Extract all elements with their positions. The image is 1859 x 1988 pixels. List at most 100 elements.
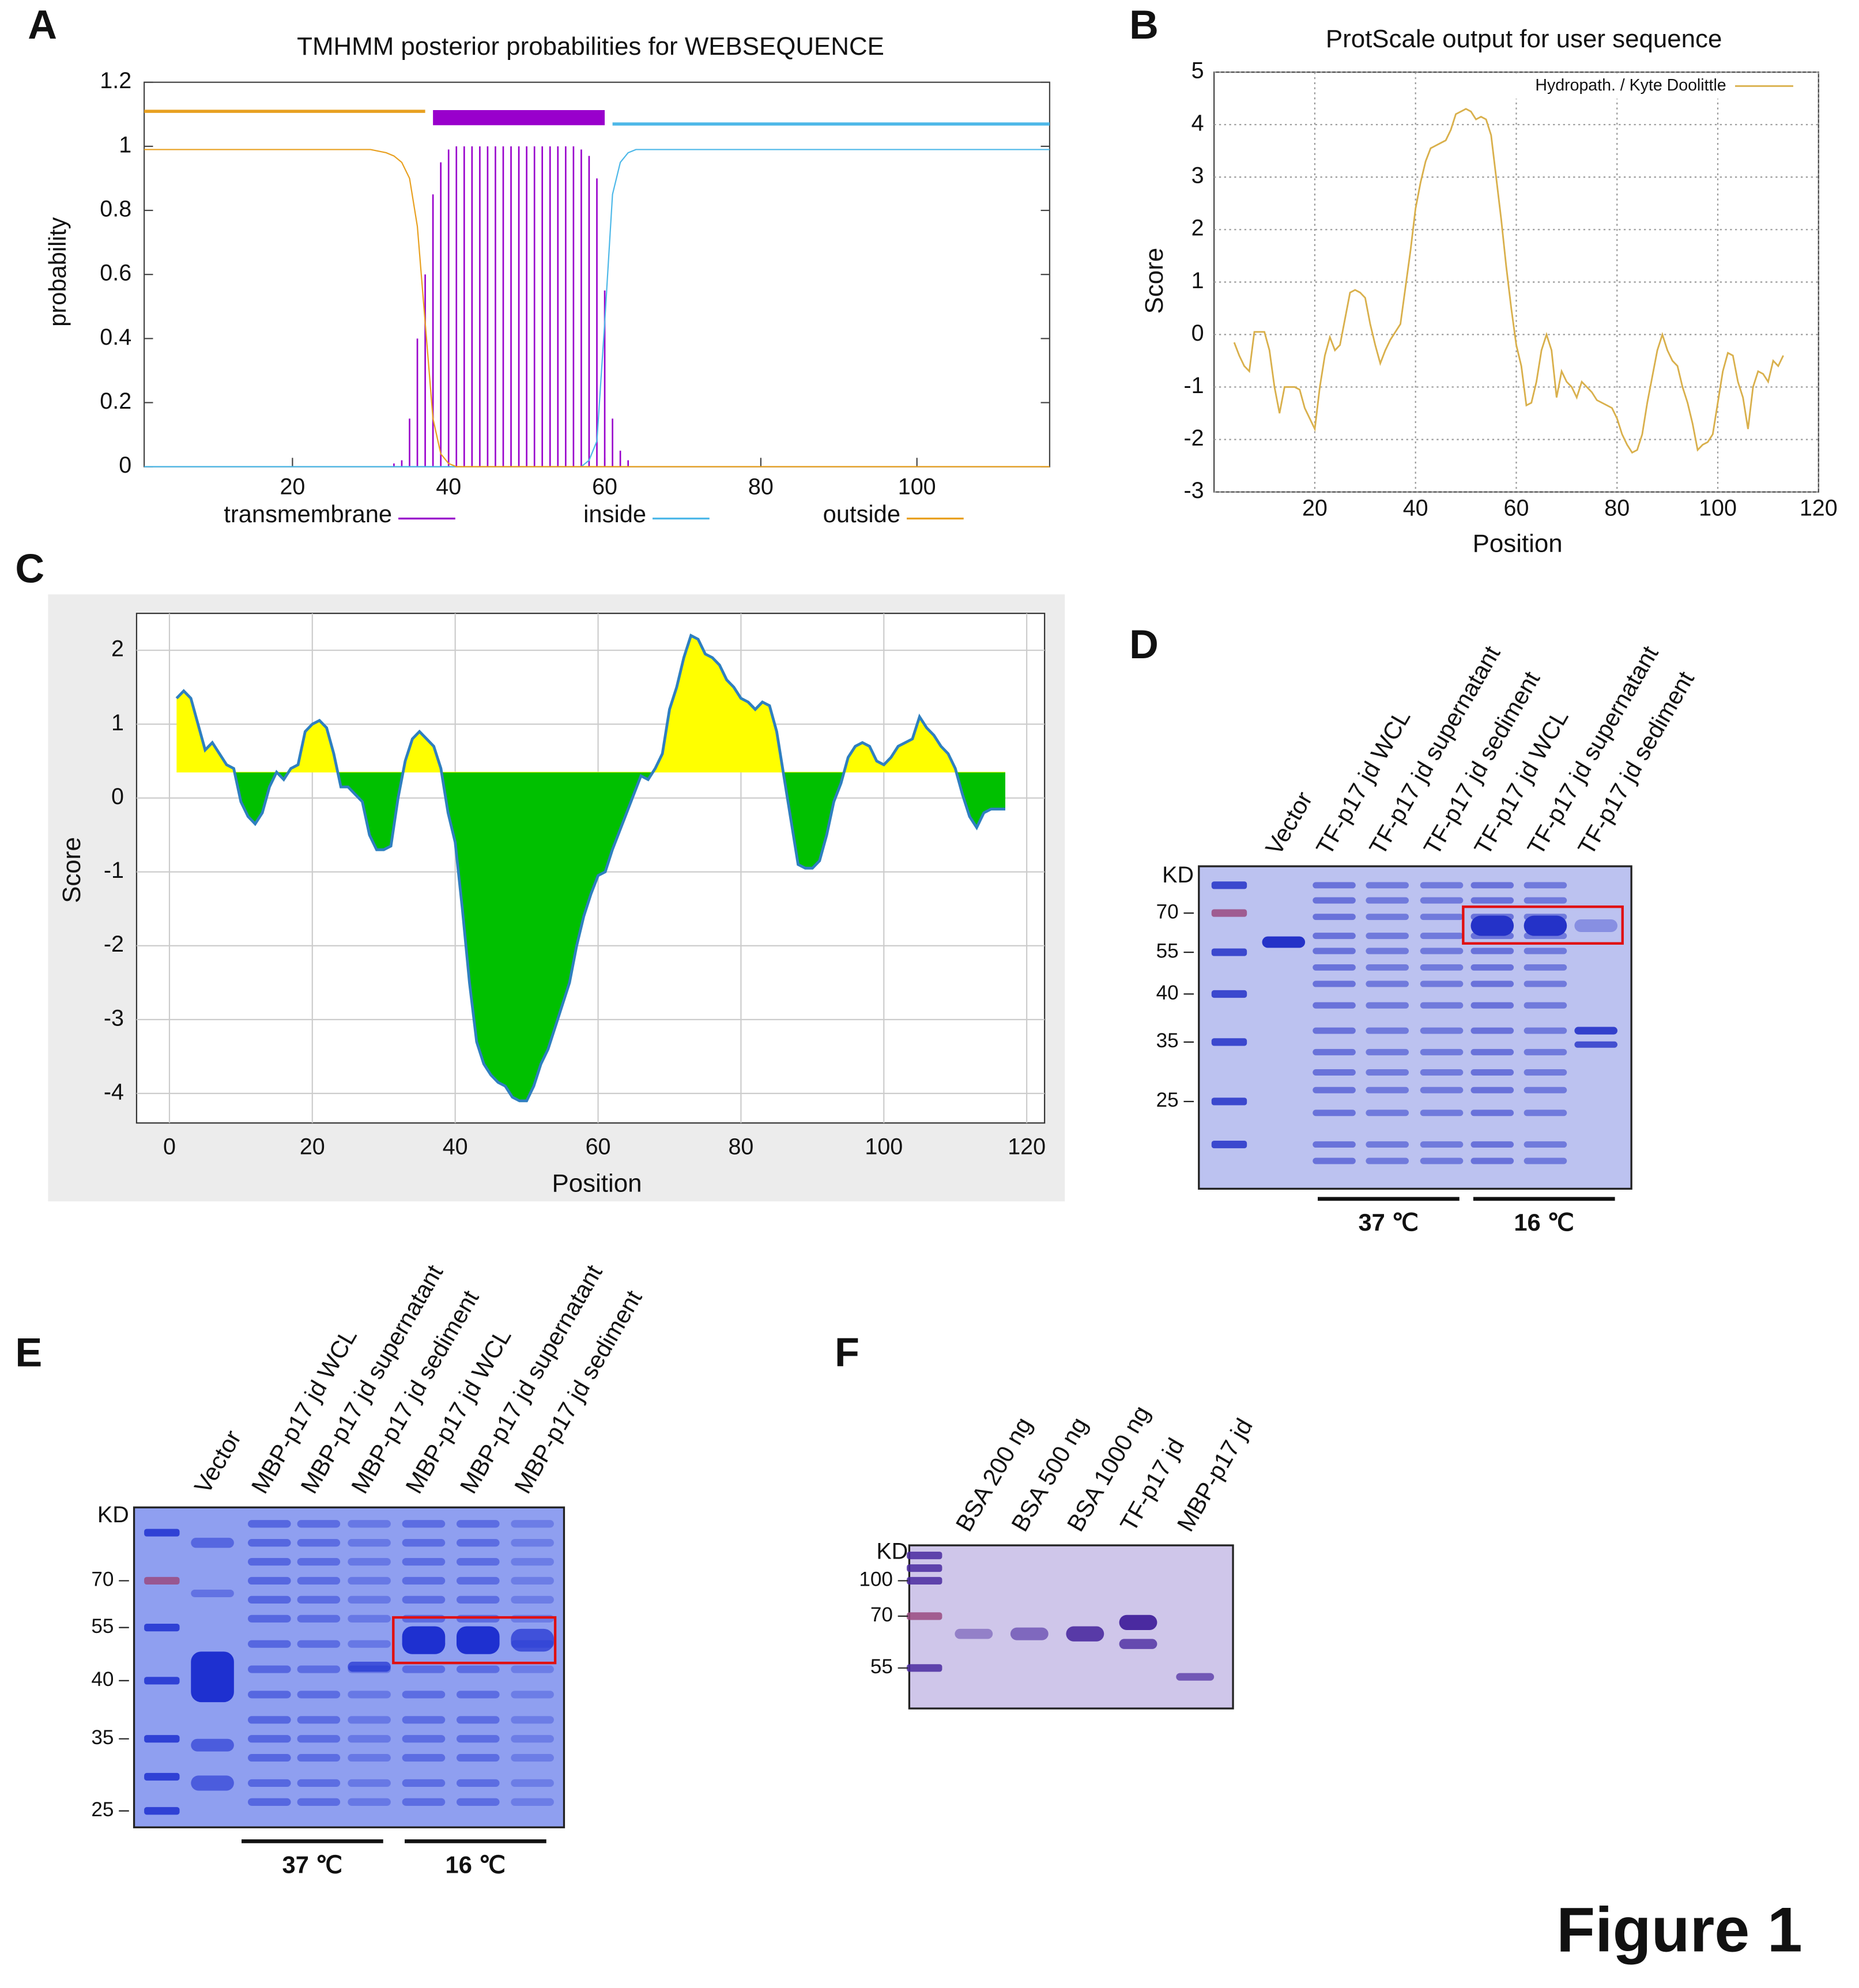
gel-band <box>248 1576 291 1585</box>
gel-band <box>248 1640 291 1648</box>
gel-band <box>511 1779 554 1787</box>
marker-band <box>1211 1140 1247 1149</box>
y-tick-label: 0.8 <box>100 196 131 221</box>
gel-band <box>402 1779 446 1787</box>
y-tick-label: 1.2 <box>100 68 131 93</box>
gel-band <box>1420 1069 1464 1076</box>
gel-band <box>1366 933 1409 940</box>
gel-band <box>456 1798 500 1806</box>
gel-band <box>1470 980 1514 987</box>
panel-label: E <box>15 1329 42 1375</box>
gel-band <box>1313 948 1356 955</box>
gel-band <box>1262 936 1306 948</box>
gel-band <box>1524 897 1567 904</box>
y-tick-label: 0.4 <box>100 325 131 350</box>
gel-band <box>191 1537 234 1548</box>
gel-band <box>248 1520 291 1528</box>
gel-band <box>1420 1110 1464 1116</box>
gel-image <box>1198 865 1632 1190</box>
gel-band <box>1524 1110 1567 1116</box>
marker-label: 70 <box>1156 900 1179 923</box>
highlight-box <box>1462 905 1624 945</box>
gel-unit: KD <box>876 1539 908 1564</box>
x-tick-label: 20 <box>280 474 305 499</box>
gel-band <box>297 1716 341 1724</box>
gel-band <box>1470 948 1514 955</box>
gel-band <box>1524 1048 1567 1055</box>
gel-band <box>348 1661 391 1672</box>
gel-band <box>297 1665 341 1673</box>
gel-band <box>297 1640 341 1648</box>
probability-line <box>144 149 1050 467</box>
gel-band <box>248 1716 291 1724</box>
gel-band <box>348 1754 391 1762</box>
gel-band <box>191 1775 234 1791</box>
gel-band <box>297 1557 341 1566</box>
gel-band <box>511 1539 554 1547</box>
marker-band <box>907 1552 942 1560</box>
x-tick-label: 40 <box>443 1134 468 1160</box>
x-tick-label: 80 <box>728 1134 753 1160</box>
y-tick-label: 0 <box>1191 320 1204 346</box>
marker-label: 55 <box>91 1615 114 1638</box>
gel-band <box>402 1716 446 1724</box>
highlight-box <box>392 1616 557 1665</box>
y-tick-label: 0 <box>119 452 131 478</box>
gel-band <box>348 1779 391 1787</box>
x-tick-label: 20 <box>1302 496 1328 521</box>
gel-band <box>248 1779 291 1787</box>
gel-band <box>1420 948 1464 955</box>
gel-band <box>402 1539 446 1547</box>
gel-band <box>1366 914 1409 921</box>
gel-band <box>248 1614 291 1623</box>
gel-band <box>348 1691 391 1699</box>
x-tick-label: 100 <box>865 1134 903 1160</box>
x-tick-label: 120 <box>1008 1134 1046 1160</box>
gel-band <box>1313 1141 1356 1148</box>
gel-band <box>402 1691 446 1699</box>
gel-band <box>1313 1048 1356 1055</box>
marker-band <box>907 1664 942 1672</box>
gel-band <box>348 1539 391 1547</box>
gel-band <box>1119 1614 1157 1631</box>
gel-band <box>297 1691 341 1699</box>
gel-band <box>1524 980 1567 987</box>
y-axis-label: Score <box>1140 248 1168 314</box>
x-tick-label: 120 <box>1800 496 1838 521</box>
gel-unit: KD <box>1162 862 1194 888</box>
gel-band <box>348 1520 391 1528</box>
y-tick-label: 1 <box>119 132 131 157</box>
gel-band <box>1119 1639 1157 1649</box>
gel-band <box>402 1626 446 1654</box>
gel-band <box>1010 1627 1049 1640</box>
gel-band <box>1366 1027 1409 1034</box>
gel-band <box>1420 882 1464 889</box>
gel-band <box>1470 1141 1514 1148</box>
gel-band <box>402 1576 446 1585</box>
gel-band <box>1524 1002 1567 1009</box>
gel-band <box>297 1520 341 1528</box>
y-tick-label: 5 <box>1191 58 1204 84</box>
gel-band <box>1470 882 1514 889</box>
gel-band <box>511 1576 554 1585</box>
gel-band <box>511 1691 554 1699</box>
marker-label: 25 <box>91 1798 114 1821</box>
legend-label: Hydropath. / Kyte Doolittle <box>1535 76 1726 95</box>
gel-band <box>348 1576 391 1585</box>
marker-band <box>1211 1038 1247 1046</box>
y-tick-label: 1 <box>111 710 124 735</box>
plot-frame <box>1213 71 1819 493</box>
chart-title: TMHMM posterior probabilities for WEBSEQ… <box>297 32 884 61</box>
x-tick-label: 20 <box>300 1134 325 1160</box>
gel-band <box>1366 964 1409 971</box>
gel-band <box>1470 915 1514 936</box>
gel-band <box>1524 1027 1567 1034</box>
gel-band <box>402 1520 446 1528</box>
gel-band <box>1366 1087 1409 1093</box>
gel-band <box>1420 933 1464 940</box>
gel-band <box>348 1557 391 1566</box>
x-axis-label: Position <box>552 1169 642 1197</box>
marker-label: 25 <box>1156 1089 1179 1111</box>
marker-band <box>1211 909 1247 917</box>
gel-band <box>1420 964 1464 971</box>
